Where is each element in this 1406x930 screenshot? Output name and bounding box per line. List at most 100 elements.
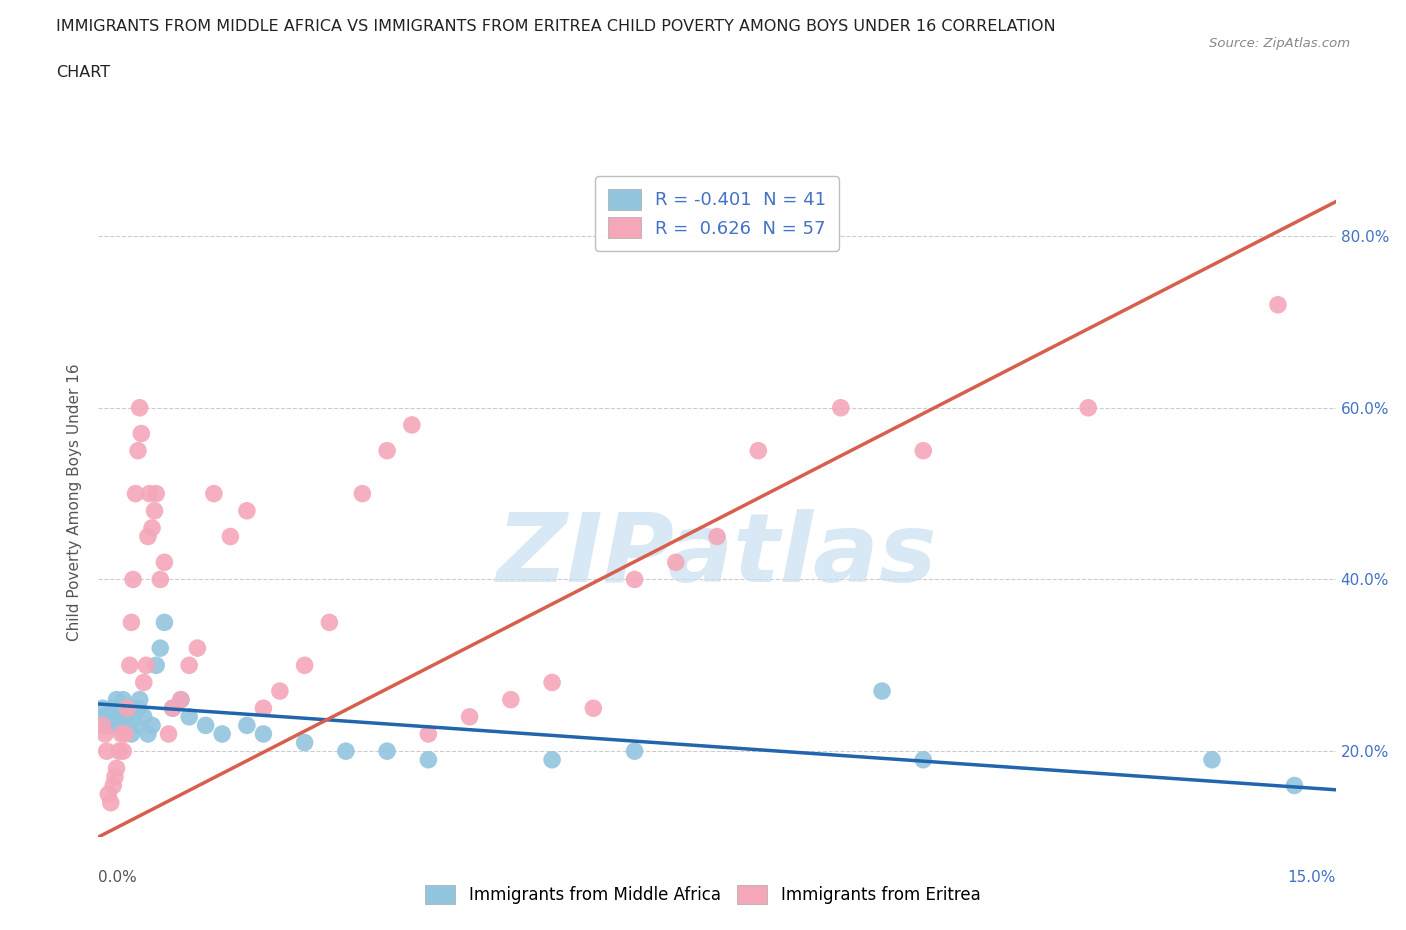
Point — [135, 658, 157, 672]
Point — [236, 718, 259, 733]
Point — [131, 426, 153, 441]
Point — [582, 701, 605, 716]
Text: 0.0%: 0.0% — [98, 870, 138, 884]
Point — [110, 726, 132, 741]
Point — [100, 710, 122, 724]
Text: CHART: CHART — [56, 65, 110, 80]
Point — [110, 701, 132, 716]
Point — [120, 615, 142, 630]
Point — [97, 787, 120, 802]
Point — [118, 658, 141, 672]
Point — [127, 444, 149, 458]
Point — [145, 486, 167, 501]
Point — [1284, 778, 1306, 793]
Point — [912, 752, 935, 767]
Point — [105, 761, 128, 776]
Point — [418, 752, 440, 767]
Point — [122, 710, 145, 724]
Point — [104, 718, 127, 733]
Point — [138, 486, 160, 501]
Point — [665, 555, 688, 570]
Point — [706, 529, 728, 544]
Point — [117, 701, 139, 716]
Point — [136, 529, 159, 544]
Point — [157, 726, 180, 741]
Point — [153, 555, 176, 570]
Point — [100, 795, 122, 810]
Point — [132, 710, 155, 724]
Point — [149, 641, 172, 656]
Point — [112, 744, 135, 759]
Point — [94, 710, 117, 724]
Point — [127, 701, 149, 716]
Point — [352, 486, 374, 501]
Text: IMMIGRANTS FROM MIDDLE AFRICA VS IMMIGRANTS FROM ERITREA CHILD POVERTY AMONG BOY: IMMIGRANTS FROM MIDDLE AFRICA VS IMMIGRA… — [56, 19, 1056, 33]
Point — [103, 701, 125, 716]
Point — [458, 710, 481, 724]
Point — [252, 726, 274, 741]
Point — [141, 521, 163, 536]
Y-axis label: Child Poverty Among Boys Under 16: Child Poverty Among Boys Under 16 — [67, 364, 83, 641]
Point — [108, 710, 131, 724]
Point — [104, 769, 127, 784]
Point — [136, 726, 159, 741]
Point — [96, 744, 118, 759]
Point — [105, 692, 128, 707]
Point — [132, 675, 155, 690]
Point — [114, 710, 136, 724]
Point — [128, 400, 150, 415]
Point — [318, 615, 340, 630]
Point — [236, 503, 259, 518]
Point — [118, 718, 141, 733]
Point — [202, 486, 225, 501]
Point — [186, 641, 208, 656]
Point — [114, 726, 136, 741]
Point — [211, 726, 233, 741]
Point — [145, 658, 167, 672]
Point — [623, 572, 645, 587]
Point — [912, 444, 935, 458]
Point — [170, 692, 193, 707]
Point — [401, 418, 423, 432]
Point — [179, 658, 201, 672]
Point — [124, 486, 146, 501]
Point — [117, 701, 139, 716]
Point — [91, 718, 114, 733]
Point — [141, 718, 163, 733]
Point — [335, 744, 357, 759]
Point — [170, 692, 193, 707]
Point — [91, 701, 114, 716]
Point — [747, 444, 769, 458]
Point — [375, 444, 398, 458]
Point — [153, 615, 176, 630]
Point — [219, 529, 242, 544]
Point — [541, 675, 564, 690]
Point — [94, 726, 117, 741]
Text: ZIPatlas: ZIPatlas — [496, 510, 938, 603]
Point — [499, 692, 522, 707]
Point — [1267, 298, 1289, 312]
Text: Source: ZipAtlas.com: Source: ZipAtlas.com — [1209, 37, 1350, 50]
Point — [179, 710, 201, 724]
Point — [103, 778, 125, 793]
Point — [128, 692, 150, 707]
Point — [120, 726, 142, 741]
Point — [162, 701, 184, 716]
Point — [623, 744, 645, 759]
Point — [162, 701, 184, 716]
Point — [194, 718, 217, 733]
Legend: R = -0.401  N = 41, R =  0.626  N = 57: R = -0.401 N = 41, R = 0.626 N = 57 — [596, 177, 838, 251]
Point — [252, 701, 274, 716]
Point — [294, 658, 316, 672]
Text: 15.0%: 15.0% — [1288, 870, 1336, 884]
Point — [108, 744, 131, 759]
Point — [143, 503, 166, 518]
Legend: Immigrants from Middle Africa, Immigrants from Eritrea: Immigrants from Middle Africa, Immigrant… — [418, 877, 988, 912]
Point — [149, 572, 172, 587]
Point — [830, 400, 852, 415]
Point — [112, 692, 135, 707]
Point — [294, 735, 316, 750]
Point — [375, 744, 398, 759]
Point — [269, 684, 291, 698]
Point — [124, 718, 146, 733]
